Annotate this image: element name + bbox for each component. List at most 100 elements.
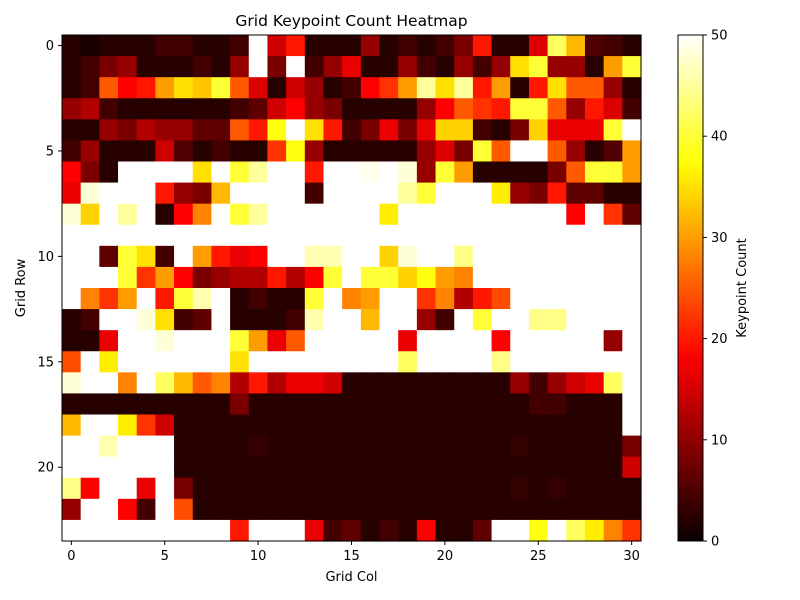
heatmap-cell bbox=[342, 203, 362, 226]
heatmap-cell bbox=[99, 182, 119, 205]
heatmap-cell bbox=[80, 266, 100, 289]
heatmap-cell bbox=[379, 393, 399, 416]
heatmap-cell bbox=[472, 140, 493, 163]
heatmap-cell bbox=[211, 330, 231, 352]
heatmap-cell bbox=[248, 330, 269, 352]
y-tick-label: 0 bbox=[46, 39, 54, 54]
heatmap-cell bbox=[174, 477, 194, 500]
heatmap-cell bbox=[454, 119, 474, 142]
heatmap-cell bbox=[342, 414, 362, 437]
heatmap-cell bbox=[304, 56, 325, 78]
heatmap-cell bbox=[491, 35, 511, 57]
heatmap-cell bbox=[603, 182, 623, 205]
heatmap-cell bbox=[267, 35, 287, 57]
heatmap-cell bbox=[379, 140, 399, 163]
heatmap-cell bbox=[192, 351, 213, 373]
heatmap-cell bbox=[211, 435, 231, 458]
heatmap-cell bbox=[528, 351, 549, 373]
heatmap-cell bbox=[248, 161, 269, 184]
chart-title: Grid Keypoint Count Heatmap bbox=[235, 12, 467, 30]
heatmap-cell bbox=[80, 330, 100, 352]
heatmap-cell bbox=[248, 182, 269, 205]
heatmap-cell bbox=[584, 77, 605, 99]
heatmap-cell bbox=[192, 435, 213, 458]
heatmap-cell bbox=[360, 182, 381, 205]
heatmap-cell bbox=[230, 288, 250, 310]
heatmap-cell bbox=[547, 266, 567, 289]
heatmap-cell bbox=[323, 351, 343, 373]
heatmap-cell bbox=[472, 224, 493, 247]
heatmap-cell bbox=[454, 372, 474, 395]
heatmap-cell bbox=[155, 182, 175, 205]
heatmap-cell bbox=[192, 309, 213, 331]
heatmap-cell bbox=[398, 140, 418, 163]
heatmap-cell bbox=[342, 330, 362, 352]
heatmap-cell bbox=[192, 456, 213, 479]
heatmap-cell bbox=[248, 35, 269, 57]
heatmap-cell bbox=[472, 435, 493, 458]
heatmap-cell bbox=[80, 35, 100, 57]
heatmap-cell bbox=[99, 351, 119, 373]
heatmap-cell bbox=[584, 351, 605, 373]
heatmap-cell bbox=[416, 288, 437, 310]
heatmap-cell bbox=[566, 119, 586, 142]
heatmap-cell bbox=[286, 498, 306, 521]
heatmap-cell bbox=[454, 98, 474, 120]
heatmap-cell bbox=[566, 140, 586, 163]
heatmap-cell bbox=[304, 435, 325, 458]
heatmap-cell bbox=[192, 498, 213, 521]
heatmap-cell bbox=[491, 330, 511, 352]
heatmap-cell bbox=[379, 435, 399, 458]
heatmap-cell bbox=[435, 414, 455, 437]
heatmap-cell bbox=[454, 77, 474, 99]
heatmap-cell bbox=[174, 119, 194, 142]
heatmap-cell bbox=[136, 77, 156, 99]
heatmap-cell bbox=[211, 224, 231, 247]
heatmap-cell bbox=[603, 98, 623, 120]
heatmap-cell bbox=[491, 351, 511, 373]
heatmap-cell bbox=[192, 119, 213, 142]
heatmap-cell bbox=[398, 224, 418, 247]
heatmap-cell bbox=[622, 519, 642, 542]
heatmap-cell bbox=[174, 98, 194, 120]
heatmap-cell bbox=[267, 330, 287, 352]
heatmap-cell bbox=[454, 519, 474, 542]
heatmap-cell bbox=[99, 288, 119, 310]
heatmap-cell bbox=[472, 414, 493, 437]
heatmap-cell bbox=[622, 98, 642, 120]
heatmap-cell bbox=[230, 309, 250, 331]
heatmap-cell bbox=[379, 182, 399, 205]
heatmap-cell bbox=[342, 288, 362, 310]
y-tick-label: 15 bbox=[37, 355, 54, 370]
heatmap-cell bbox=[118, 98, 138, 120]
heatmap-cell bbox=[528, 435, 549, 458]
heatmap-cell bbox=[454, 288, 474, 310]
heatmap-cell bbox=[304, 414, 325, 437]
heatmap-cell bbox=[360, 435, 381, 458]
heatmap-cell bbox=[510, 330, 530, 352]
heatmap-cell bbox=[155, 330, 175, 352]
heatmap-cell bbox=[472, 393, 493, 416]
heatmap-cell bbox=[155, 119, 175, 142]
heatmap-cell bbox=[267, 351, 287, 373]
heatmap-cell bbox=[267, 119, 287, 142]
heatmap-cell bbox=[398, 351, 418, 373]
heatmap-cell bbox=[435, 161, 455, 184]
heatmap-cell bbox=[80, 309, 100, 331]
heatmap-cell bbox=[566, 224, 586, 247]
heatmap-cell bbox=[360, 245, 381, 268]
heatmap-cell bbox=[248, 119, 269, 142]
heatmap-cell bbox=[603, 203, 623, 226]
heatmap-cell bbox=[491, 414, 511, 437]
heatmap-cell bbox=[155, 498, 175, 521]
heatmap-cell bbox=[566, 372, 586, 395]
x-axis-ticks: 0 5 10 15 20 25 30 bbox=[67, 541, 640, 564]
heatmap-cell bbox=[435, 140, 455, 163]
heatmap-cell bbox=[136, 393, 156, 416]
heatmap-cell bbox=[360, 372, 381, 395]
heatmap-cell bbox=[286, 224, 306, 247]
heatmap-cell bbox=[155, 309, 175, 331]
heatmap-cell bbox=[416, 477, 437, 500]
heatmap-cell bbox=[304, 119, 325, 142]
heatmap-cell bbox=[547, 351, 567, 373]
